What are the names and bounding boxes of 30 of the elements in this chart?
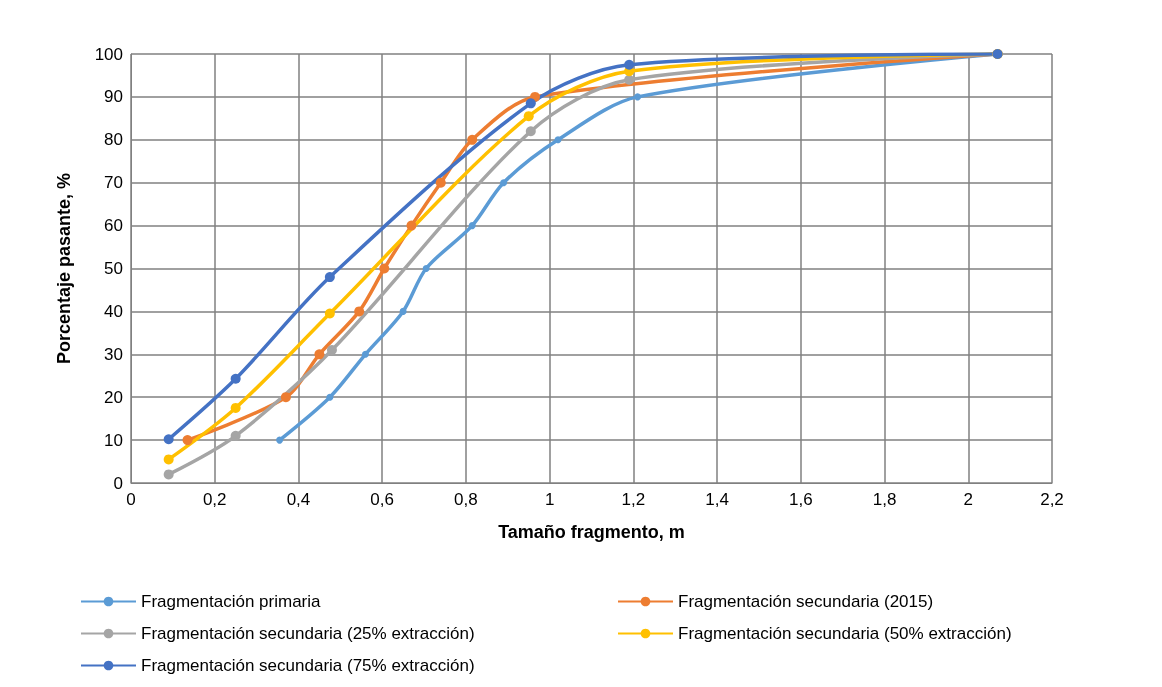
x-tick-label: 0,8 — [454, 490, 478, 509]
legend-label: Fragmentación secundaria (50% extracción) — [678, 624, 1012, 643]
legend-label: Fragmentación secundaria (2015) — [678, 592, 934, 611]
legend-label: Fragmentación secundaria (25% extracción) — [141, 624, 475, 643]
x-tick-label: 1,6 — [789, 490, 813, 509]
legend-label: Fragmentación secundaria (75% extracción) — [141, 656, 475, 675]
x-tick-label: 2 — [963, 490, 974, 509]
x-tick-label: 1 — [544, 490, 555, 509]
x-axis-title: Tamaño fragmento, m — [498, 522, 685, 542]
y-tick-label: 30 — [104, 344, 123, 364]
x-tick-label: 1,2 — [621, 490, 646, 509]
legend-label: Fragmentación primaria — [141, 592, 322, 611]
y-tick-label: 70 — [104, 173, 123, 193]
y-tick-label: 20 — [104, 387, 123, 407]
y-axis-title: Porcentaje pasante, % — [54, 172, 74, 365]
x-tick-label: 0,6 — [370, 490, 394, 509]
x-tick-label: 2,2 — [1040, 490, 1064, 509]
y-tick-label: 100 — [94, 44, 123, 64]
y-tick-label: 10 — [104, 430, 123, 450]
y-tick-label: 50 — [104, 259, 123, 278]
y-tick-label: 40 — [104, 301, 123, 321]
x-tick-label: 0 — [126, 490, 136, 509]
y-tick-label: 0 — [113, 473, 123, 493]
x-tick-label: 0,4 — [286, 490, 311, 509]
y-tick-label: 80 — [104, 130, 123, 150]
y-tick-label: 90 — [104, 87, 123, 107]
x-tick-label: 1,8 — [872, 490, 897, 509]
y-tick-label: 60 — [104, 216, 123, 236]
x-tick-label: 1,4 — [705, 490, 729, 509]
x-tick-label: 0,2 — [202, 490, 227, 509]
